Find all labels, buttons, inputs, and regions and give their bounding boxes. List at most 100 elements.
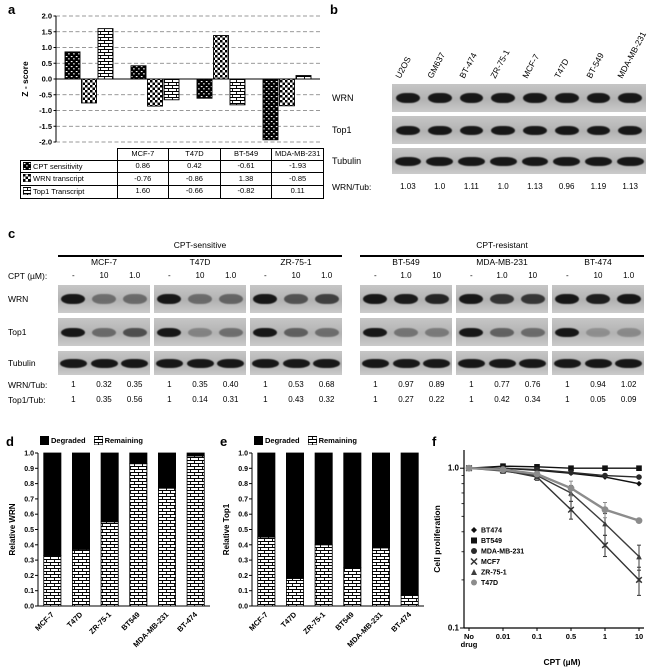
blot-band: [586, 294, 610, 304]
panel-a: a 2.0 1.5 1.0 0.5 0.0 -0.5 -1.0 -1.5 -2.0 Z - sco…: [8, 2, 330, 226]
series-name: CPT sensitivity: [33, 161, 83, 171]
blot-band: [555, 294, 580, 304]
blot-band: [553, 358, 581, 368]
bar-degraded: [314, 452, 333, 546]
blot-band: [523, 93, 547, 103]
blot-band: [491, 125, 515, 135]
blot-band: [188, 294, 212, 304]
blot-band: [586, 327, 610, 337]
table-cell: -0.82: [219, 184, 273, 199]
panel-f: f 1.0 0.1 No drug 0.01 0.1 0.5 1 10 CPT (µM) Cell …: [432, 434, 650, 668]
blot-wrn: [250, 285, 342, 313]
y-tick-label: 0.3: [238, 558, 248, 565]
table-col-header: T47D: [168, 148, 221, 161]
bar-WRN transcript: [81, 78, 97, 104]
ratio-value: 1: [373, 380, 378, 389]
marker-MDA-MB-231: [636, 474, 642, 480]
ratio-value: 0.05: [590, 395, 606, 404]
blot-tubulin: [456, 351, 548, 375]
blot-band: [457, 358, 485, 368]
cell-line-name: MDA-MB-231: [476, 257, 528, 267]
ratio-value: 0.35: [96, 395, 112, 404]
legend-swatch-icon: [22, 173, 32, 183]
legend: Degraded Remaining: [254, 436, 357, 445]
blot-row-label: WRN: [8, 294, 29, 304]
bar-Top1 Transcript: [295, 75, 312, 80]
blot-wrn: [456, 285, 548, 313]
blot-band: [554, 125, 579, 135]
cell-line-name: T47D: [189, 257, 211, 267]
bar-remaining: [43, 555, 62, 607]
table-cell: 0.86: [116, 159, 170, 174]
blot-wrn: [58, 285, 150, 313]
cpt-dose: 1.0: [129, 271, 141, 280]
bar-CPT sensitivity: [130, 65, 147, 80]
y-tick-label: 1.0: [24, 451, 34, 458]
bar-remaining: [343, 567, 362, 607]
blot-band: [122, 294, 147, 304]
bar-degraded: [257, 452, 276, 538]
x-tick-label: 10: [635, 632, 643, 641]
ratio-value: 1: [263, 395, 268, 404]
blot-row-label: Top1: [8, 327, 27, 337]
blot-band: [424, 294, 449, 304]
marker-T47D: [567, 484, 575, 492]
blot-top1: [250, 318, 342, 346]
panel-label-a: a: [8, 2, 16, 17]
blot-band: [188, 327, 212, 337]
ratio-value: 0.43: [288, 395, 304, 404]
blot-band: [520, 327, 545, 337]
blot-band: [392, 358, 420, 368]
relative-top1-chart: 0.0 0.1 0.2 0.3 0.4 0.5 0.6 0.7 0.8 0.9 1.0 Relativ…: [222, 451, 424, 649]
ratio-value: 1: [167, 380, 172, 389]
group-title: CPT-sensitive: [173, 240, 227, 250]
blot-band: [314, 327, 339, 337]
y-tick-label: -1.5: [39, 122, 52, 131]
blot-band: [618, 125, 642, 135]
cell-line-name: MCF-7: [91, 257, 117, 267]
blot-band: [491, 93, 515, 103]
blot-top1: [154, 318, 246, 346]
blot-band: [59, 358, 87, 368]
x-tick-label: 0.5: [566, 632, 576, 641]
y-tick-label: 1.0: [42, 43, 52, 52]
bar-degraded: [43, 452, 62, 556]
ratio-value: 1: [71, 380, 76, 389]
blot-top1: [392, 116, 646, 144]
blot-band: [186, 358, 214, 368]
legend-swatch-rect: [307, 436, 317, 445]
y-tick-label: 0.0: [238, 604, 248, 611]
legend-marker-ZR-75-1: [471, 569, 477, 575]
ratio-value: 1: [565, 395, 570, 404]
y-axis-label: Relative WRN: [8, 503, 17, 555]
bar-remaining: [257, 536, 276, 607]
blot-top1: [360, 318, 452, 346]
blot-tubulin: [58, 351, 150, 375]
blot-band: [218, 294, 243, 304]
legend-label: Degraded: [51, 436, 86, 445]
y-tick-label: 0.0: [42, 75, 52, 84]
marker-MDA-MB-231: [568, 469, 574, 476]
cpt-dose: 1.0: [400, 271, 412, 280]
marker-BT549: [602, 465, 608, 472]
blot-band: [363, 327, 388, 337]
legend-label: BT474: [481, 528, 502, 535]
series-line-T47D: [468, 467, 640, 522]
y-tick-label: 0.5: [42, 59, 52, 68]
y-tick-label: 0.9: [238, 466, 248, 473]
group-overline: [58, 255, 342, 257]
bar-Top1 Transcript: [97, 28, 114, 80]
ratio-label: WRN/Tub:: [332, 182, 372, 192]
blot-band: [396, 93, 420, 103]
cpt-dose: -: [167, 271, 171, 280]
marker-T47D: [465, 464, 473, 472]
ratio-value: 0.56: [126, 395, 143, 404]
blot-band: [616, 156, 644, 166]
blot-band: [427, 93, 452, 103]
ratio-value: 1: [469, 380, 474, 389]
bar-WRN transcript: [213, 35, 229, 80]
blot-band: [459, 327, 484, 337]
panel-label-b: b: [330, 2, 338, 17]
marker-MCF7: [601, 541, 609, 549]
legend-item: Remaining: [93, 436, 143, 445]
